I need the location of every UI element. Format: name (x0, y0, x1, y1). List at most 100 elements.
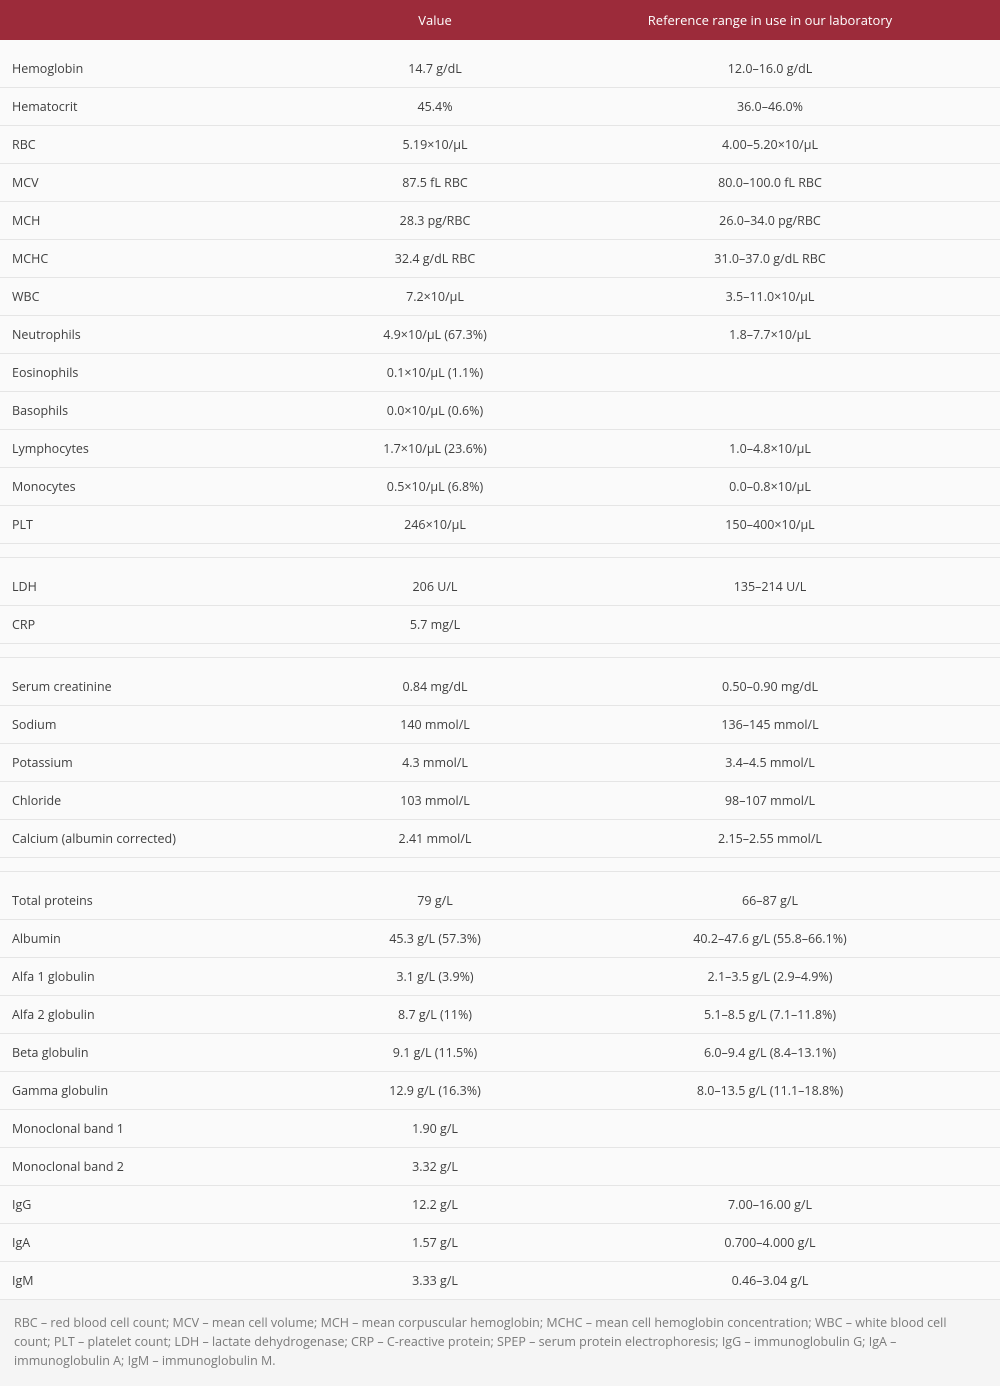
table-row: Eosinophils0.1×10/µL (1.1%) (0, 354, 1000, 392)
cell-param: CRP (0, 606, 330, 644)
cell-value: 140 mmol/L (330, 706, 540, 744)
cell-param: MCH (0, 202, 330, 240)
cell-value: 246×10/µL (330, 506, 540, 544)
cell-param: PLT (0, 506, 330, 544)
table-row: CRP5.7 mg/L (0, 606, 1000, 644)
cell-param: IgM (0, 1262, 330, 1300)
cell-param: Potassium (0, 744, 330, 782)
cell-reference: 150–400×10/µL (540, 506, 1000, 544)
table-row: Monoclonal band 23.32 g/L (0, 1148, 1000, 1186)
table-row: Potassium4.3 mmol/L3.4–4.5 mmol/L (0, 744, 1000, 782)
table-row: IgA1.57 g/L0.700–4.000 g/L (0, 1224, 1000, 1262)
cell-param: Monocytes (0, 468, 330, 506)
table-row: WBC7.2×10/µL3.5–11.0×10/µL (0, 278, 1000, 316)
cell-value: 4.9×10/µL (67.3%) (330, 316, 540, 354)
cell-reference: 2.15–2.55 mmol/L (540, 820, 1000, 858)
table-row: Alfa 2 globulin8.7 g/L (11%)5.1–8.5 g/L … (0, 996, 1000, 1034)
table-row: Serum creatinine0.84 mg/dL0.50–0.90 mg/d… (0, 668, 1000, 706)
cell-value: 3.33 g/L (330, 1262, 540, 1300)
table-row: Neutrophils4.9×10/µL (67.3%)1.8–7.7×10/µ… (0, 316, 1000, 354)
table-row: IgM3.33 g/L0.46–3.04 g/L (0, 1262, 1000, 1300)
table-body: Hemoglobin14.7 g/dL12.0–16.0 g/dLHematoc… (0, 40, 1000, 1300)
cell-param: Serum creatinine (0, 668, 330, 706)
table-row: IgG12.2 g/L7.00–16.00 g/L (0, 1186, 1000, 1224)
cell-value: 87.5 fL RBC (330, 164, 540, 202)
cell-reference: 80.0–100.0 fL RBC (540, 164, 1000, 202)
cell-param: RBC (0, 126, 330, 164)
cell-param: Eosinophils (0, 354, 330, 392)
cell-value: 28.3 pg/RBC (330, 202, 540, 240)
cell-value: 45.4% (330, 88, 540, 126)
table-row: Hemoglobin14.7 g/dL12.0–16.0 g/dL (0, 50, 1000, 88)
table-row: Chloride103 mmol/L98–107 mmol/L (0, 782, 1000, 820)
col-param (0, 0, 330, 40)
cell-value: 4.3 mmol/L (330, 744, 540, 782)
section-gap (0, 558, 1000, 569)
cell-reference: 12.0–16.0 g/dL (540, 50, 1000, 88)
cell-reference (540, 1148, 1000, 1186)
cell-value: 206 U/L (330, 568, 540, 606)
cell-value: 103 mmol/L (330, 782, 540, 820)
section-gap (0, 40, 1000, 50)
cell-param: Alfa 1 globulin (0, 958, 330, 996)
cell-reference (540, 1110, 1000, 1148)
cell-value: 3.32 g/L (330, 1148, 540, 1186)
lab-results-table: Value Reference range in use in our labo… (0, 0, 1000, 1300)
table-row: Albumin45.3 g/L (57.3%)40.2–47.6 g/L (55… (0, 920, 1000, 958)
section-separator (0, 858, 1000, 872)
cell-value: 0.5×10/µL (6.8%) (330, 468, 540, 506)
cell-reference: 1.8–7.7×10/µL (540, 316, 1000, 354)
cell-value: 1.90 g/L (330, 1110, 540, 1148)
cell-reference: 0.50–0.90 mg/dL (540, 668, 1000, 706)
cell-value: 45.3 g/L (57.3%) (330, 920, 540, 958)
cell-param: Chloride (0, 782, 330, 820)
cell-reference: 8.0–13.5 g/L (11.1–18.8%) (540, 1072, 1000, 1110)
cell-param: WBC (0, 278, 330, 316)
table-row: Basophils0.0×10/µL (0.6%) (0, 392, 1000, 430)
cell-param: IgA (0, 1224, 330, 1262)
cell-reference: 136–145 mmol/L (540, 706, 1000, 744)
cell-value: 8.7 g/L (11%) (330, 996, 540, 1034)
cell-param: Alfa 2 globulin (0, 996, 330, 1034)
cell-reference: 6.0–9.4 g/L (8.4–13.1%) (540, 1034, 1000, 1072)
cell-param: Sodium (0, 706, 330, 744)
section-separator (0, 644, 1000, 658)
cell-value: 12.9 g/L (16.3%) (330, 1072, 540, 1110)
cell-value: 0.0×10/µL (0.6%) (330, 392, 540, 430)
cell-value: 0.84 mg/dL (330, 668, 540, 706)
cell-value: 79 g/L (330, 882, 540, 920)
cell-param: Neutrophils (0, 316, 330, 354)
cell-value: 5.7 mg/L (330, 606, 540, 644)
cell-reference: 5.1–8.5 g/L (7.1–11.8%) (540, 996, 1000, 1034)
cell-reference: 0.46–3.04 g/L (540, 1262, 1000, 1300)
cell-reference: 0.0–0.8×10/µL (540, 468, 1000, 506)
cell-param: Hemoglobin (0, 50, 330, 88)
cell-param: Beta globulin (0, 1034, 330, 1072)
cell-reference (540, 606, 1000, 644)
cell-param: Lymphocytes (0, 430, 330, 468)
table-row: Total proteins79 g/L66–87 g/L (0, 882, 1000, 920)
cell-param: Albumin (0, 920, 330, 958)
cell-reference: 135–214 U/L (540, 568, 1000, 606)
cell-param: MCV (0, 164, 330, 202)
cell-value: 1.57 g/L (330, 1224, 540, 1262)
header-row: Value Reference range in use in our labo… (0, 0, 1000, 40)
cell-param: Basophils (0, 392, 330, 430)
cell-reference: 3.4–4.5 mmol/L (540, 744, 1000, 782)
footnote: RBC – red blood cell count; MCV – mean c… (0, 1300, 1000, 1386)
cell-value: 9.1 g/L (11.5%) (330, 1034, 540, 1072)
cell-value: 7.2×10/µL (330, 278, 540, 316)
col-reference: Reference range in use in our laboratory (540, 0, 1000, 40)
cell-param: IgG (0, 1186, 330, 1224)
cell-param: LDH (0, 568, 330, 606)
cell-param: Monoclonal band 2 (0, 1148, 330, 1186)
cell-reference: 66–87 g/L (540, 882, 1000, 920)
table-row: MCHC32.4 g/dL RBC31.0–37.0 g/dL RBC (0, 240, 1000, 278)
cell-reference (540, 354, 1000, 392)
cell-reference (540, 392, 1000, 430)
cell-value: 14.7 g/dL (330, 50, 540, 88)
cell-reference: 7.00–16.00 g/L (540, 1186, 1000, 1224)
table-row: RBC5.19×10/µL4.00–5.20×10/µL (0, 126, 1000, 164)
cell-param: Monoclonal band 1 (0, 1110, 330, 1148)
table-row: Alfa 1 globulin3.1 g/L (3.9%)2.1–3.5 g/L… (0, 958, 1000, 996)
